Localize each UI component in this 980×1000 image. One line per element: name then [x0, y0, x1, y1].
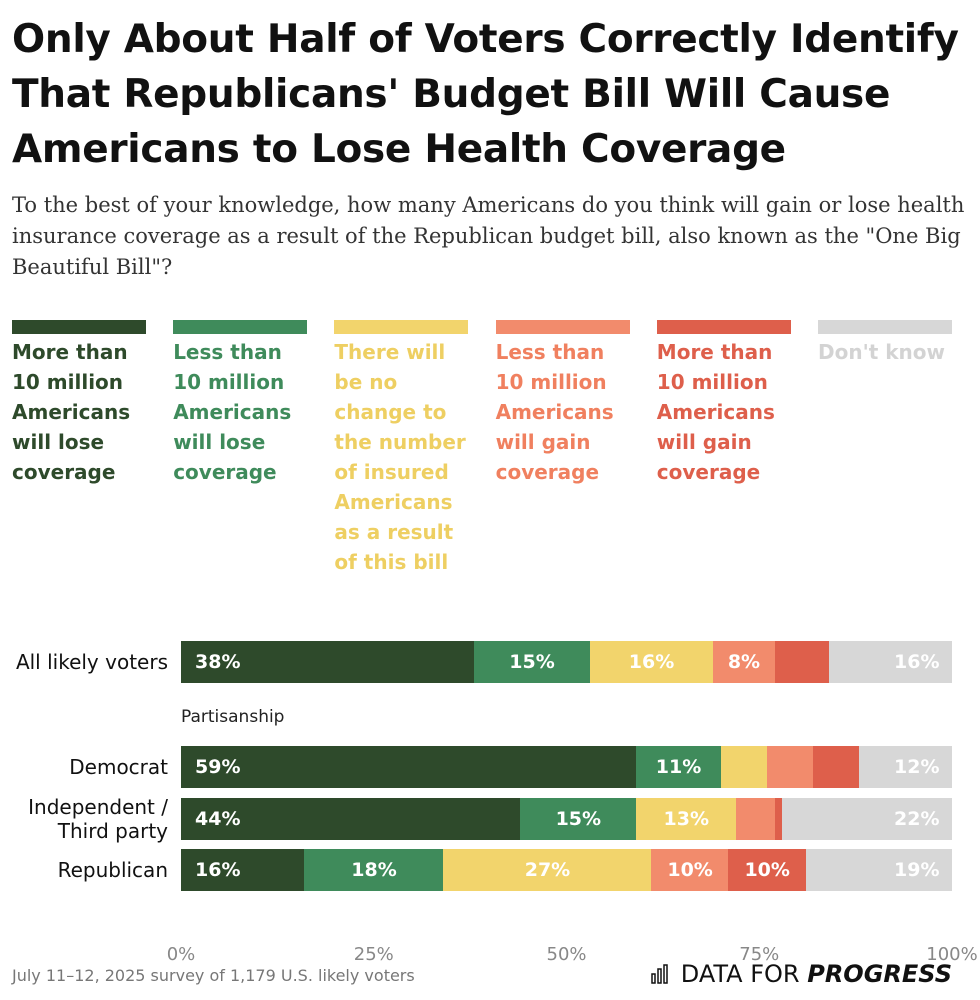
value-label: 10% [744, 859, 790, 881]
bar-segment [813, 746, 860, 788]
value-label: 15% [509, 651, 555, 673]
bar-segment [181, 798, 521, 840]
value-label: 18% [351, 859, 397, 881]
legend-swatch [334, 320, 469, 334]
category-label: Democrat [69, 755, 168, 779]
bar-segment [635, 798, 737, 840]
x-tick-label: 100% [926, 944, 978, 965]
chart-subtitle: To the best of your knowledge, how many … [12, 193, 965, 279]
legend-label: Less than 10 million Americans will gain… [495, 340, 614, 484]
bar-segment [443, 849, 652, 891]
bar-segment [782, 798, 952, 840]
bar-segment [736, 798, 775, 840]
x-tick-label: 50% [546, 944, 587, 965]
bar-segment [473, 641, 590, 683]
value-label: 16% [894, 651, 940, 673]
bar-segment [181, 641, 474, 683]
logo-icon [651, 964, 668, 984]
value-label: 59% [195, 756, 241, 778]
value-label: 16% [628, 651, 675, 673]
bar-segment [774, 798, 783, 840]
category-label: Republican [57, 858, 168, 882]
bar-segment [181, 849, 305, 891]
bar-segment [859, 746, 952, 788]
value-label: 11% [655, 756, 702, 778]
value-label: 44% [195, 808, 241, 830]
logo-text-bold: PROGRESS [807, 960, 952, 988]
value-label: 15% [555, 808, 602, 830]
bar-segment [766, 746, 814, 788]
legend-label: There will be no change to the number of… [334, 340, 466, 574]
x-tick-label: 0% [166, 944, 196, 965]
bar-segment [712, 641, 775, 683]
logo: DATA FOR PROGRESS [651, 960, 952, 988]
value-label: 10% [667, 859, 713, 881]
bar-segment [520, 798, 636, 840]
bar-segment [304, 849, 444, 891]
bar-segment [635, 746, 721, 788]
bar-segment [651, 849, 729, 891]
legend-label: Less than 10 million Americans will lose… [173, 340, 292, 484]
legend-swatch [818, 320, 952, 334]
value-label: 27% [524, 859, 571, 881]
value-label: 8% [727, 651, 761, 673]
bar-segment [181, 746, 636, 788]
bar-segment [728, 849, 806, 891]
value-label: 38% [195, 651, 241, 673]
source-note: July 11–12, 2025 survey of 1,179 U.S. li… [12, 966, 415, 985]
group-label: Partisanship [181, 707, 285, 727]
chart-title: Only About Half of Voters Correctly Iden… [12, 17, 959, 172]
bar-segment [805, 849, 952, 891]
value-label: 16% [195, 859, 241, 881]
legend-swatch [495, 320, 630, 334]
legend-swatch [656, 320, 791, 334]
logo-text: DATA FOR [680, 960, 800, 988]
category-label: All likely voters [15, 650, 168, 674]
bar-segment [774, 641, 829, 683]
bar-segment [720, 746, 767, 788]
x-tick-label: 75% [739, 944, 780, 965]
legend-label: More than 10 million Americans will gain… [656, 340, 775, 484]
category-label: Independent / Third party [28, 795, 168, 843]
legend-swatch [12, 320, 146, 334]
x-tick-label: 25% [353, 944, 394, 965]
legend-label: Don't know [818, 340, 945, 364]
value-label: 12% [894, 756, 940, 778]
legend-label: More than 10 million Americans will lose… [12, 340, 131, 484]
bar-segment [828, 641, 952, 683]
value-label: 13% [663, 808, 709, 830]
bar-segment [589, 641, 713, 683]
value-label: 19% [894, 859, 940, 881]
value-label: 22% [894, 808, 940, 830]
legend-swatch [173, 320, 308, 334]
